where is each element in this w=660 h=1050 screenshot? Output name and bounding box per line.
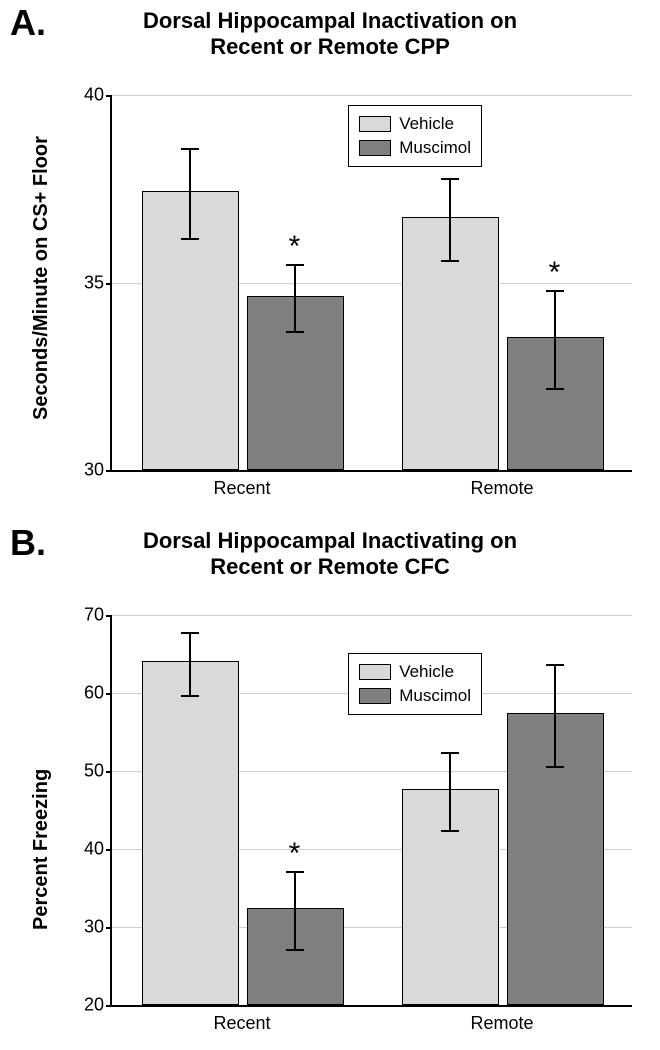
- significance-marker: *: [289, 837, 301, 871]
- bar-remote-muscimol: [507, 337, 604, 470]
- legend-item-muscimol: Muscimol: [359, 136, 471, 160]
- y-tick-label: 60: [84, 683, 112, 704]
- significance-marker: *: [549, 256, 561, 290]
- legend-swatch: [359, 664, 391, 680]
- panel-a-title: Dorsal Hippocampal Inactivation on Recen…: [0, 8, 660, 60]
- panel-a-plot-area: 303540RecentRemote**VehicleMuscimol: [110, 95, 632, 472]
- y-tick-label: 30: [84, 460, 112, 481]
- bar-recent-muscimol: [247, 296, 344, 471]
- legend-label: Muscimol: [399, 136, 471, 160]
- x-category-label: Remote: [470, 1005, 533, 1034]
- y-tick-label: 40: [84, 839, 112, 860]
- panel-b-plot-area: 203040506070RecentRemote*VehicleMuscimol: [110, 615, 632, 1007]
- legend-swatch: [359, 140, 391, 156]
- bar-recent-vehicle: [142, 661, 239, 1005]
- legend-item-vehicle: Vehicle: [359, 112, 471, 136]
- bar-remote-vehicle: [402, 789, 499, 1006]
- legend: VehicleMuscimol: [348, 653, 482, 715]
- significance-marker: *: [289, 230, 301, 264]
- panel-a-title-line2: Recent or Remote CPP: [0, 34, 660, 60]
- x-category-label: Remote: [470, 470, 533, 499]
- legend-label: Muscimol: [399, 684, 471, 708]
- panel-b-ylabel: Percent Freezing: [30, 769, 53, 930]
- legend-swatch: [359, 688, 391, 704]
- bar-recent-vehicle: [142, 191, 239, 471]
- bar-recent-muscimol: [247, 908, 344, 1005]
- y-tick-label: 40: [84, 85, 112, 106]
- x-category-label: Recent: [213, 1005, 270, 1034]
- grid-line: [112, 95, 632, 96]
- panel-a: A. Dorsal Hippocampal Inactivation on Re…: [0, 0, 660, 500]
- legend: VehicleMuscimol: [348, 105, 482, 167]
- bar-remote-vehicle: [402, 217, 499, 470]
- legend-item-muscimol: Muscimol: [359, 684, 471, 708]
- bar-remote-muscimol: [507, 713, 604, 1005]
- panel-b: B. Dorsal Hippocampal Inactivating on Re…: [0, 520, 660, 1040]
- y-tick-label: 50: [84, 761, 112, 782]
- x-category-label: Recent: [213, 470, 270, 499]
- y-tick-label: 70: [84, 605, 112, 626]
- grid-line: [112, 615, 632, 616]
- panel-b-title: Dorsal Hippocampal Inactivating on Recen…: [0, 528, 660, 580]
- legend-swatch: [359, 116, 391, 132]
- panel-b-title-line2: Recent or Remote CFC: [0, 554, 660, 580]
- y-tick-label: 35: [84, 272, 112, 293]
- legend-item-vehicle: Vehicle: [359, 660, 471, 684]
- figure: A. Dorsal Hippocampal Inactivation on Re…: [0, 0, 660, 1050]
- legend-label: Vehicle: [399, 112, 454, 136]
- y-tick-label: 20: [84, 995, 112, 1016]
- y-tick-label: 30: [84, 917, 112, 938]
- panel-b-title-line1: Dorsal Hippocampal Inactivating on: [0, 528, 660, 554]
- panel-a-title-line1: Dorsal Hippocampal Inactivation on: [0, 8, 660, 34]
- panel-a-ylabel: Seconds/Minute on CS+ Floor: [30, 136, 53, 420]
- legend-label: Vehicle: [399, 660, 454, 684]
